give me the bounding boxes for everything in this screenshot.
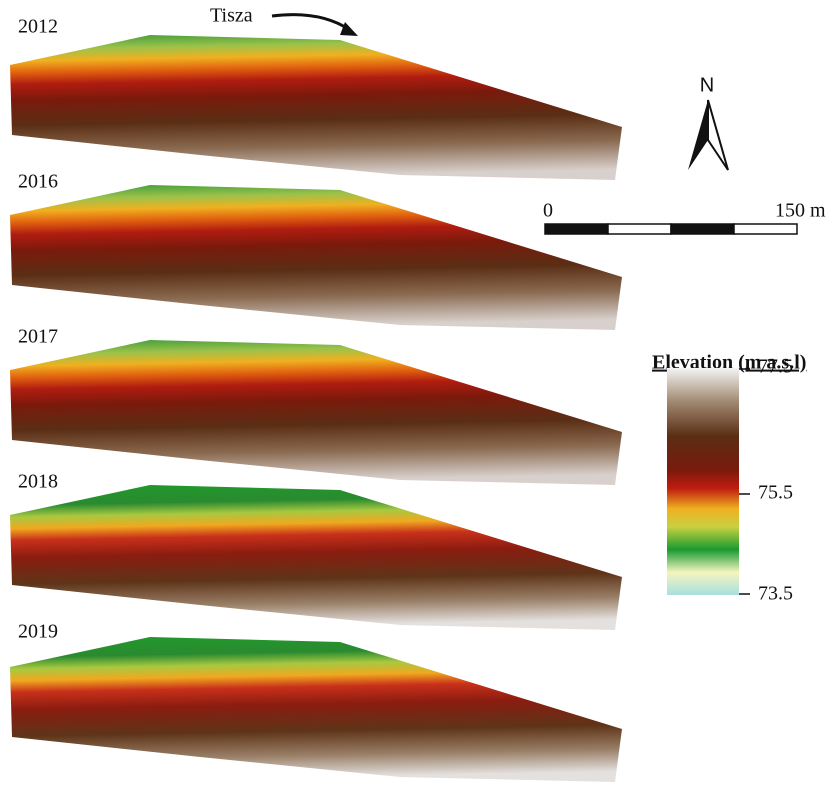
north-arrow <box>708 100 728 170</box>
year-label: 2019 <box>18 621 58 643</box>
scale-end: 150 m <box>775 200 826 222</box>
legend-tick-label: 77.5 <box>758 356 793 378</box>
dem-panel <box>10 485 622 630</box>
river-label: Tisza <box>210 5 253 27</box>
year-label: 2016 <box>18 171 58 193</box>
color-bar <box>667 368 739 595</box>
legend-tick-label: 75.5 <box>758 482 793 504</box>
scale-start: 0 <box>543 200 553 222</box>
dem-panel <box>10 637 622 782</box>
north-label: N <box>700 74 714 96</box>
flow-arrow <box>272 15 350 30</box>
year-label: 2017 <box>18 326 58 348</box>
dem-panel <box>10 340 622 485</box>
dem-panel <box>10 35 622 180</box>
year-label: 2018 <box>18 471 58 493</box>
legend-tick-label: 73.5 <box>758 583 793 605</box>
north-arrow <box>688 100 708 170</box>
scale-bar <box>545 224 797 234</box>
figure: 2012 2016 2017 2018 2019 Tisza N 0 150 m… <box>0 0 837 791</box>
year-label: 2012 <box>18 16 58 38</box>
dem-panel <box>10 185 622 330</box>
legend-ticks <box>739 369 750 594</box>
